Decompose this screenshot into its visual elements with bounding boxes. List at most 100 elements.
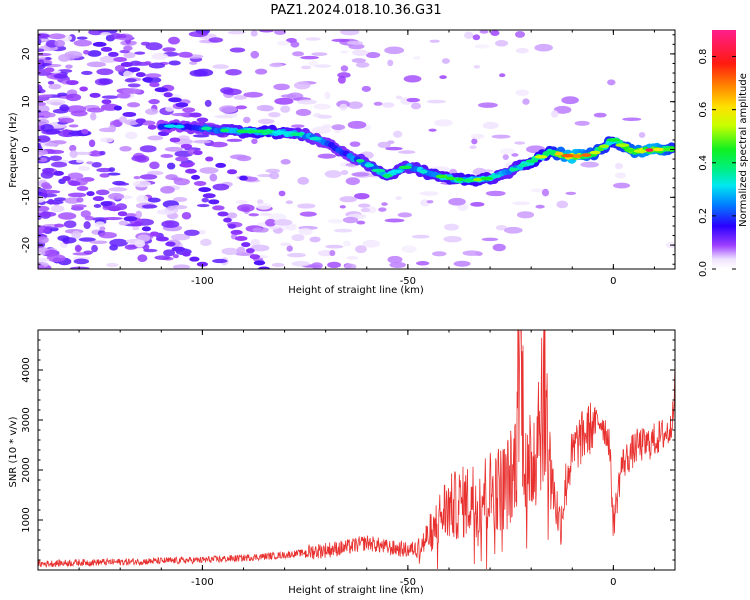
spectrogram-cell (256, 202, 272, 210)
spectrogram-cell (191, 174, 201, 180)
spectrogram-cell (89, 240, 108, 245)
spectrogram-cell (473, 64, 481, 69)
spectrogram-cell (426, 200, 434, 204)
spectrogram-cell (168, 97, 182, 103)
spectrogram-cell (490, 30, 500, 36)
spectrogram-cell (147, 135, 164, 141)
spectrogram-cell (81, 70, 93, 76)
spectrogram-cell (561, 96, 579, 105)
spectrogram-cell (140, 41, 151, 46)
spectrogram-cell (445, 176, 456, 181)
spectrogram-cell (155, 236, 169, 242)
spectrogram-cell (406, 97, 421, 103)
spectrogram-cell (113, 105, 122, 111)
spectrogram-cell (123, 52, 136, 59)
spectrogram-cell (295, 108, 312, 116)
spectrogram-cell (136, 195, 149, 203)
spectrogram-cell (389, 261, 407, 268)
spectrogram-cell (182, 107, 196, 113)
spectrogram-cell (101, 95, 119, 99)
spectrogram-cell (77, 165, 90, 172)
spectrogram-cell (384, 218, 405, 223)
spectrogram-cell (148, 99, 160, 105)
spectrogram-cell (455, 177, 464, 182)
spectrogram-cell (343, 240, 351, 247)
spectrogram-cell (221, 247, 239, 255)
spectrogram-cell (382, 173, 393, 178)
spectrogram-cell (395, 196, 402, 200)
spectrogram-cell (494, 39, 509, 47)
spectrogram-cell (96, 68, 114, 76)
spectrogram-cell (118, 34, 127, 39)
spectrogram-cell (38, 264, 45, 269)
snr-series-line (38, 330, 675, 570)
spectrogram-cell (38, 157, 48, 162)
spectrogram-cell (340, 65, 349, 72)
spectrogram-cell (87, 50, 102, 57)
spectrogram-cell (124, 119, 139, 126)
spectrogram-cell (38, 112, 49, 116)
spectrogram-cell (45, 99, 66, 106)
spectrogram-cell (58, 54, 71, 62)
spectrogram-cell (146, 170, 164, 176)
spectrogram-cell (299, 211, 317, 217)
spectrogram-cell (196, 203, 210, 208)
spectrogram-cell (606, 138, 621, 142)
spectrogram-cell (300, 55, 320, 60)
colorbar-tick-label: 0.6 (698, 102, 709, 118)
spectrogram-cell (267, 226, 280, 230)
spectrogram-cell (462, 250, 482, 256)
spectrogram-cell (69, 150, 78, 159)
spectrogram-cell (305, 37, 321, 41)
spectrogram-cell (652, 147, 665, 152)
spectrogram-cell (499, 73, 506, 78)
spectrogram-cell (200, 238, 212, 247)
spectrogram-cell (638, 132, 646, 138)
spectrogram-cell (401, 245, 417, 254)
spectrogram-cell (389, 169, 403, 174)
spectrogram-cell (428, 128, 437, 132)
spectrogram-cell (333, 228, 353, 233)
spectrogram-cell (47, 80, 55, 85)
spectrogram-cell (364, 163, 375, 168)
spectrogram-cell (38, 94, 54, 98)
spectrogram-cell (337, 75, 346, 84)
spectrogram-cell (38, 149, 49, 156)
spectrogram-cell (309, 236, 321, 243)
spectrogram-cell (86, 107, 105, 113)
spectrogram-cell (91, 161, 102, 168)
spectrogram-cell (470, 201, 485, 207)
spectrogram-cell (149, 82, 160, 88)
spectrogram-cell (356, 158, 365, 163)
spectrogram-cell (171, 233, 191, 241)
spectrogram-cell (365, 51, 381, 59)
spectrogram-cell (100, 31, 111, 36)
spectrogram-cell (127, 83, 141, 88)
spectrogram-cell (41, 182, 51, 189)
spectrogram-cell (109, 238, 129, 247)
spectrogram-cell (470, 133, 485, 140)
x-tick-label: 0 (610, 276, 616, 287)
spectrogram-cell (556, 200, 569, 209)
spectrogram-cell (308, 60, 318, 67)
spectrogram-cell (108, 192, 125, 200)
spectrogram-cell (108, 167, 116, 172)
spectrogram-cell (419, 191, 439, 196)
spectrogram-cell (135, 118, 146, 124)
spectrogram-cell (135, 72, 146, 78)
spectrogram-cell (237, 204, 255, 212)
y-tick-label: -20 (21, 237, 32, 253)
spectrogram-cell (76, 197, 84, 203)
spectrogram-cell (615, 143, 630, 147)
spectrogram-cell (64, 197, 80, 204)
spectrogram-cell (91, 150, 99, 157)
spectrogram-cell (95, 189, 110, 196)
spectrogram-cell (123, 45, 133, 51)
spectrogram-cell (514, 30, 526, 38)
spectrogram-cell (196, 117, 209, 123)
spectrogram-cell (163, 249, 176, 257)
spectrogram-cell (127, 67, 141, 73)
colorbar-gradient (712, 30, 736, 269)
spectrogram-cell (98, 78, 114, 85)
